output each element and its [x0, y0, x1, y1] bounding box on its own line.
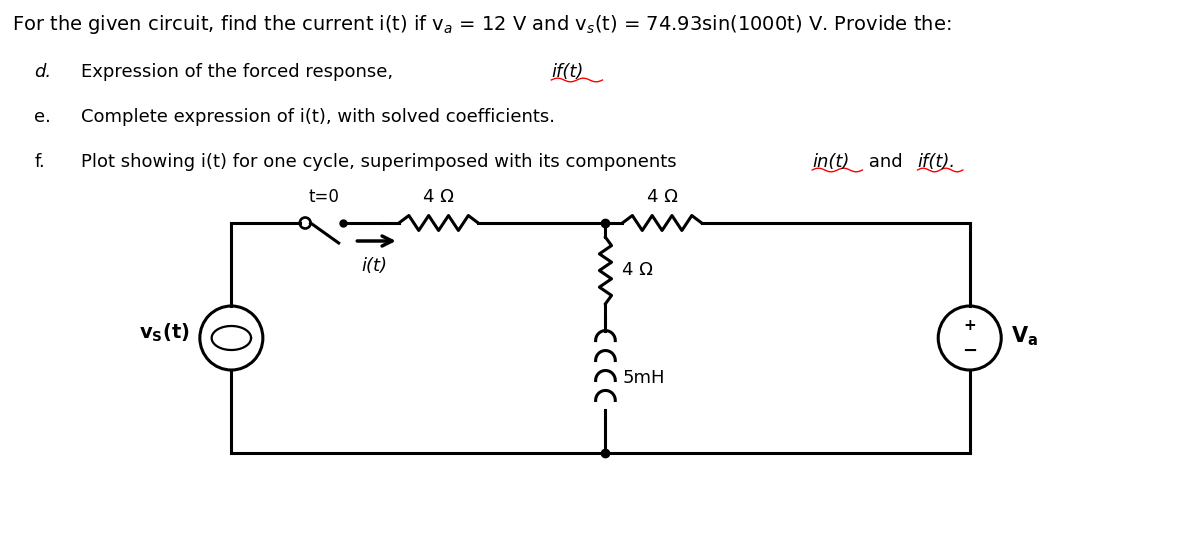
Text: 4 Ω: 4 Ω	[424, 188, 454, 206]
Text: $\mathbf{V_a}$: $\mathbf{V_a}$	[1012, 324, 1038, 348]
Text: if(t).: if(t).	[918, 153, 955, 171]
Text: $\mathbf{v_S(t)}$: $\mathbf{v_S(t)}$	[139, 322, 190, 344]
Text: e.: e.	[35, 108, 52, 126]
Text: if(t): if(t)	[551, 63, 583, 81]
Text: and: and	[863, 153, 908, 171]
Text: 5mH: 5mH	[622, 369, 665, 387]
Text: f.: f.	[35, 153, 46, 171]
Text: in(t): in(t)	[812, 153, 850, 171]
Text: 4 Ω: 4 Ω	[622, 262, 653, 280]
Text: Complete expression of i(t), with solved coefficients.: Complete expression of i(t), with solved…	[80, 108, 554, 126]
Text: Expression of the forced response,: Expression of the forced response,	[80, 63, 398, 81]
Text: +: +	[964, 318, 976, 333]
Text: i(t): i(t)	[361, 257, 388, 275]
Text: 4 Ω: 4 Ω	[647, 188, 678, 206]
Text: For the given circuit, find the current i(t) if v$_a$ = 12 V and v$_s$(t) = 74.9: For the given circuit, find the current …	[12, 13, 952, 36]
Text: Plot showing i(t) for one cycle, superimposed with its components: Plot showing i(t) for one cycle, superim…	[80, 153, 682, 171]
Text: t=0: t=0	[308, 188, 340, 206]
Text: −: −	[962, 342, 977, 360]
Text: d.: d.	[35, 63, 52, 81]
